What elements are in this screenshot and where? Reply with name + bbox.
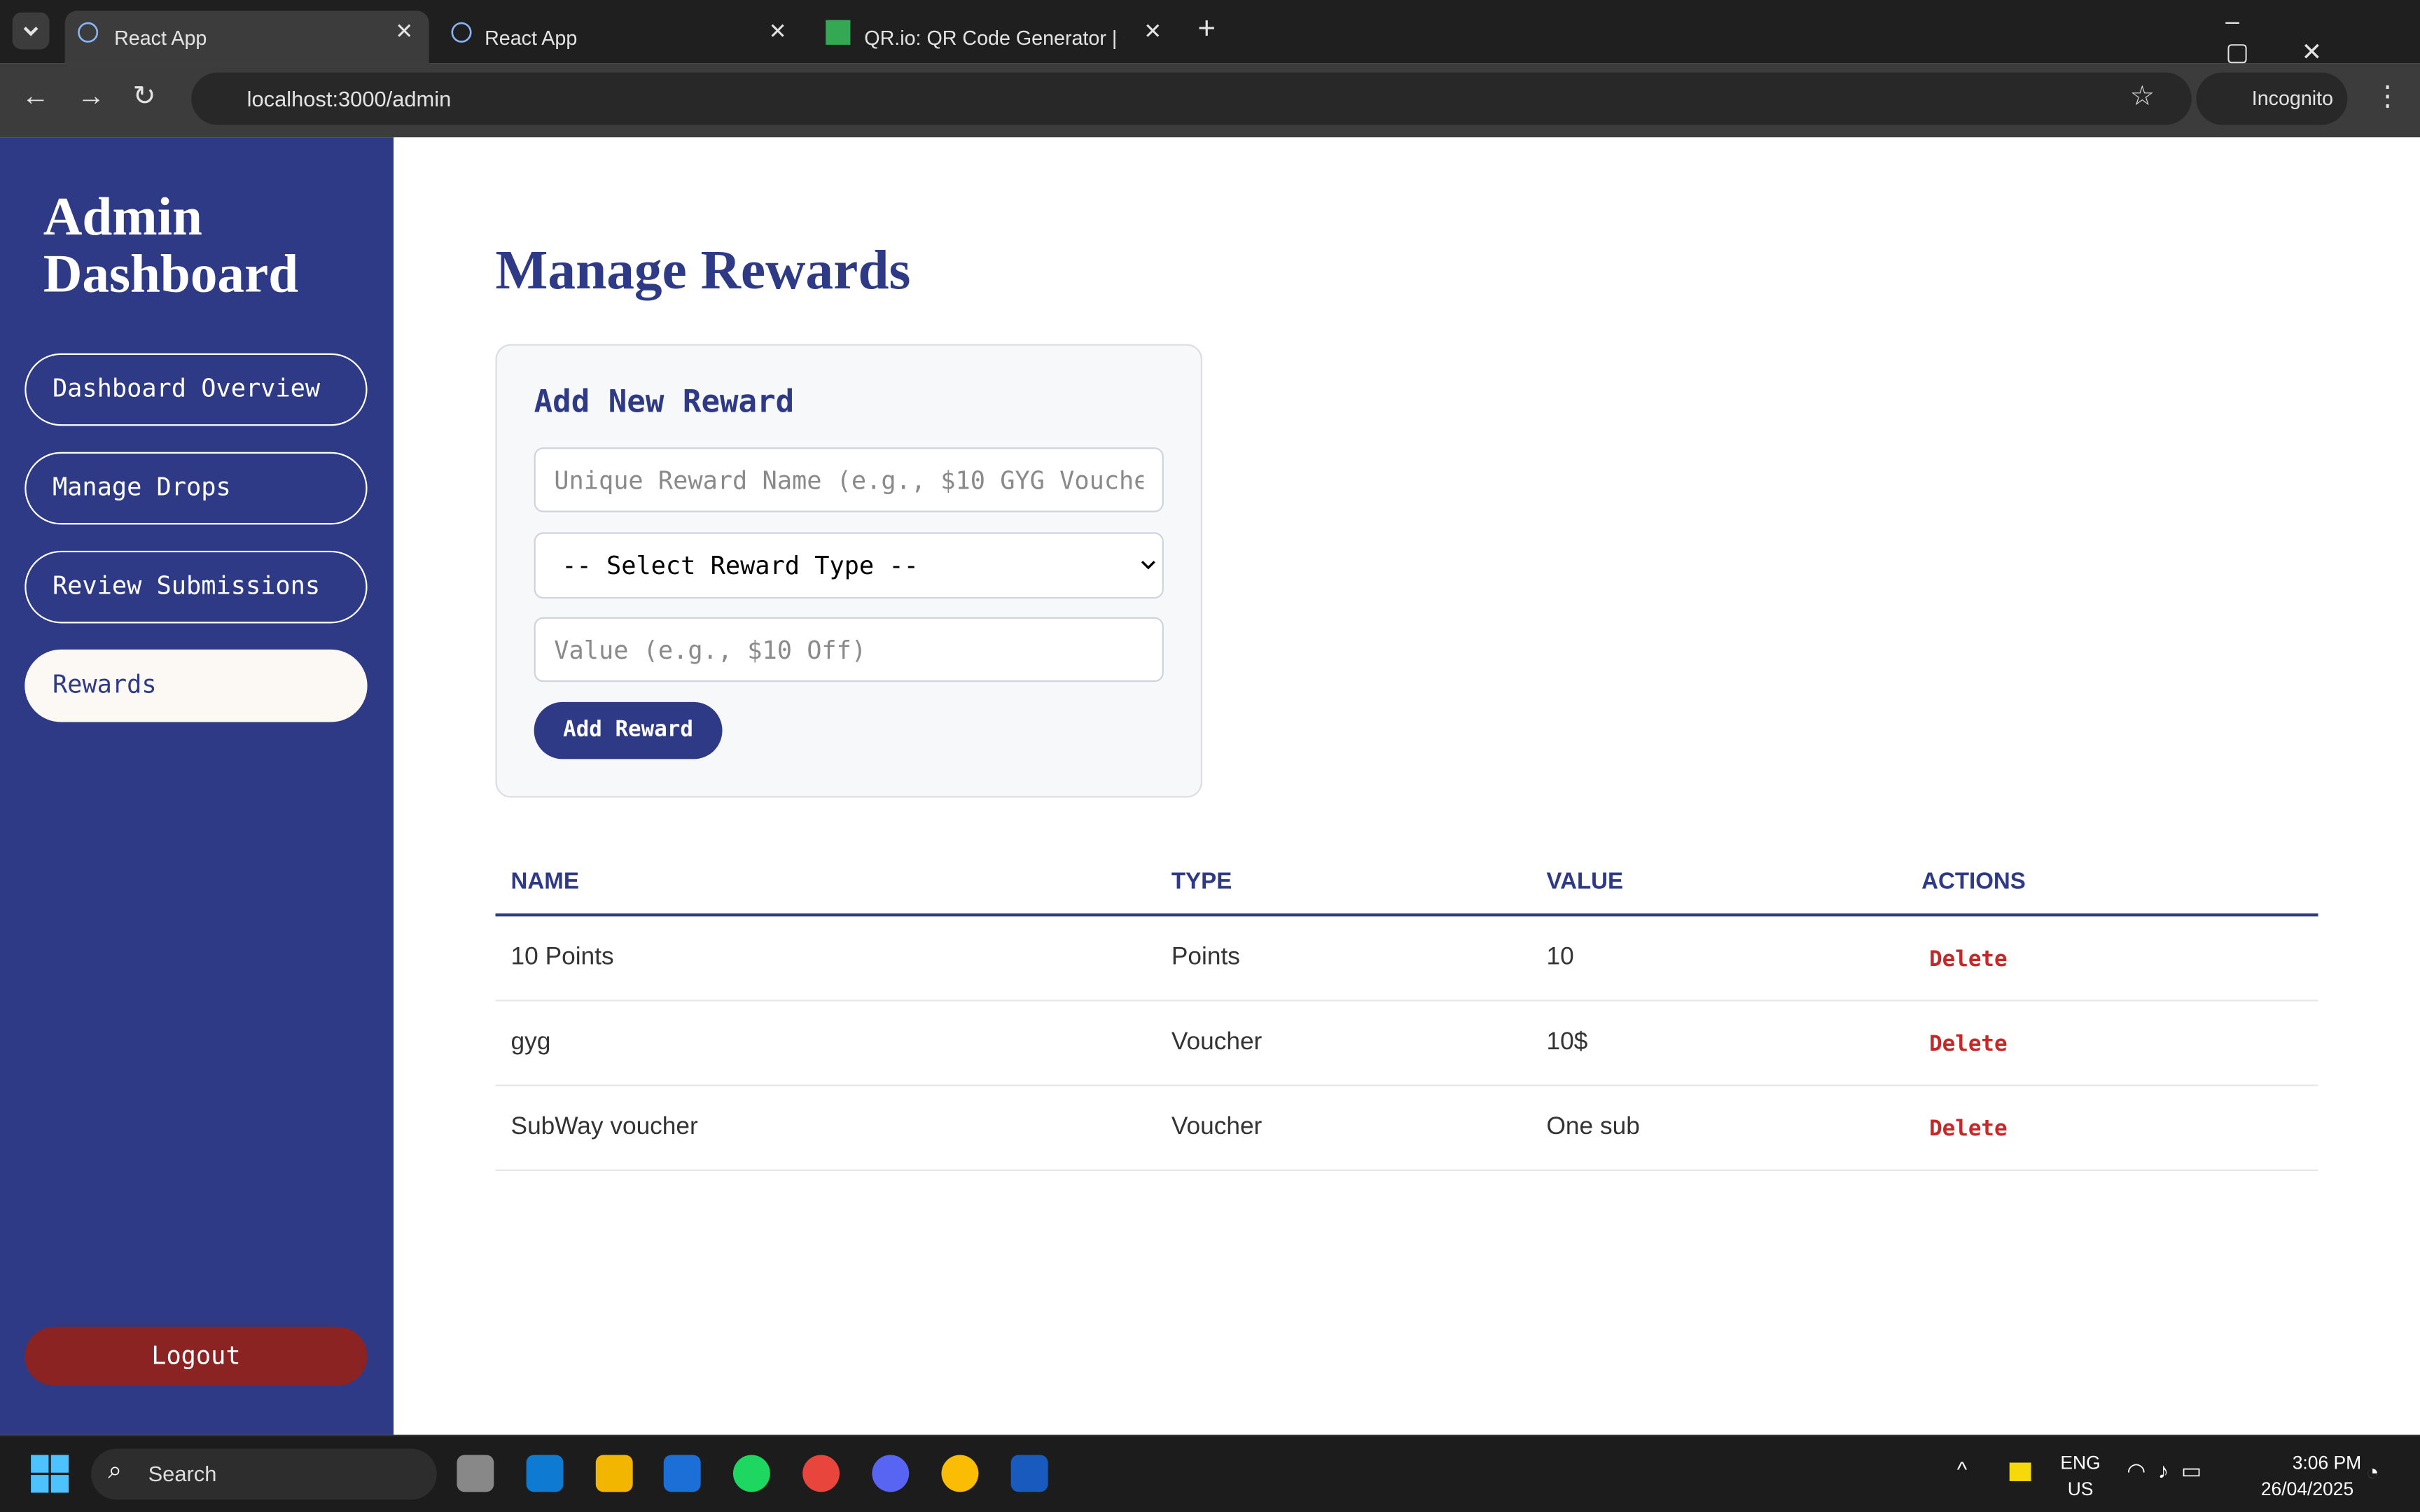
window-controls[interactable]: –▢✕ — [2225, 9, 2375, 66]
tab[interactable]: QR.io: QR Code Generator | Cre — [864, 25, 1123, 49]
address-bar[interactable]: localhost:3000/admin — [191, 72, 2192, 125]
tab-icons: ✕ ✕ ✕ — [78, 19, 1162, 45]
name-input[interactable] — [534, 447, 1164, 512]
form-title: Add New Reward — [534, 382, 795, 420]
menu-button[interactable]: ⋮ — [2373, 80, 2402, 111]
tray-icon[interactable] — [2009, 1462, 2031, 1481]
tray-status[interactable]: ◠♪▭ — [2127, 1457, 2214, 1483]
nav-item[interactable]: Dashboard Overview — [25, 353, 368, 426]
app-icon[interactable] — [457, 1455, 494, 1492]
nav-item[interactable]: Rewards — [25, 649, 368, 722]
app-icon[interactable] — [872, 1455, 910, 1492]
tab[interactable]: React App — [64, 10, 429, 64]
new-tab[interactable]: + — [1197, 12, 1216, 47]
search-box[interactable] — [91, 1448, 437, 1500]
delete-button[interactable]: Delete — [1929, 947, 2008, 972]
table-cell: Points — [1171, 944, 1240, 971]
nav-item[interactable]: Review Submissions — [25, 550, 368, 624]
notifications[interactable]: ◔ — [2365, 1460, 2379, 1485]
row-divider — [495, 1000, 2318, 1002]
delete-button[interactable]: Delete — [1929, 1032, 2008, 1057]
type-select[interactable]: -- Select Reward Type -- — [534, 532, 1164, 599]
app-icon[interactable] — [802, 1455, 840, 1492]
delete-button[interactable]: Delete — [1929, 1116, 2008, 1142]
column-header: VALUE — [1546, 868, 1624, 895]
table-cell: SubWay voucher — [510, 1114, 698, 1140]
table-cell: gyg — [510, 1029, 551, 1056]
nav-item[interactable]: Manage Drops — [25, 451, 368, 525]
app-icon[interactable] — [526, 1455, 564, 1492]
app-icon[interactable] — [595, 1455, 633, 1492]
nav-buttons[interactable]: ←→↻ — [21, 80, 184, 111]
tab-list-button[interactable] — [12, 12, 50, 50]
svg-text:✕: ✕ — [395, 19, 413, 43]
search-label: Search — [148, 1461, 217, 1486]
table-cell: 10 — [1546, 944, 1574, 971]
app-icon[interactable] — [1010, 1455, 1048, 1492]
column-header: NAME — [510, 868, 579, 895]
start-button[interactable] — [31, 1455, 69, 1493]
tab[interactable]: React App — [485, 25, 578, 49]
svg-text:✕: ✕ — [769, 19, 787, 43]
table-cell: Voucher — [1171, 1114, 1263, 1140]
row-divider — [495, 1084, 2318, 1086]
table-cell: 10$ — [1546, 1029, 1588, 1056]
page-title: Manage Rewards — [495, 239, 911, 301]
app-icon[interactable] — [732, 1455, 770, 1492]
clock-time[interactable]: 3:06 PM — [2292, 1452, 2362, 1474]
app-icon[interactable] — [941, 1455, 979, 1492]
table-cell: One sub — [1546, 1114, 1640, 1140]
row-divider — [495, 1169, 2318, 1171]
value-input[interactable] — [534, 617, 1164, 682]
svg-text:✕: ✕ — [1143, 19, 1162, 43]
app-icon[interactable] — [663, 1455, 701, 1492]
add-reward-button[interactable]: Add Reward — [534, 701, 723, 760]
bookmark-star[interactable]: ☆ — [2129, 80, 2155, 111]
table-cell: 10 Points — [510, 944, 614, 971]
tray-chevron[interactable]: ^ — [1956, 1456, 1968, 1481]
sidebar-title: Admin Dashboard — [43, 186, 299, 304]
select-arrow — [1141, 561, 1155, 570]
sidebar — [0, 137, 394, 1435]
column-header: TYPE — [1171, 868, 1232, 895]
logout-button[interactable]: Logout — [25, 1326, 368, 1386]
language[interactable]: ENG — [2060, 1452, 2101, 1474]
incognito-badge[interactable]: Incognito — [2196, 72, 2348, 125]
search-icon: ⌕ — [108, 1457, 123, 1485]
clock-date[interactable]: 26/04/2025 — [2260, 1478, 2354, 1500]
region[interactable]: US — [2067, 1478, 2094, 1500]
header-rule — [495, 913, 2318, 917]
table-cell: Voucher — [1171, 1029, 1263, 1056]
column-header: ACTIONS — [1921, 868, 2026, 895]
